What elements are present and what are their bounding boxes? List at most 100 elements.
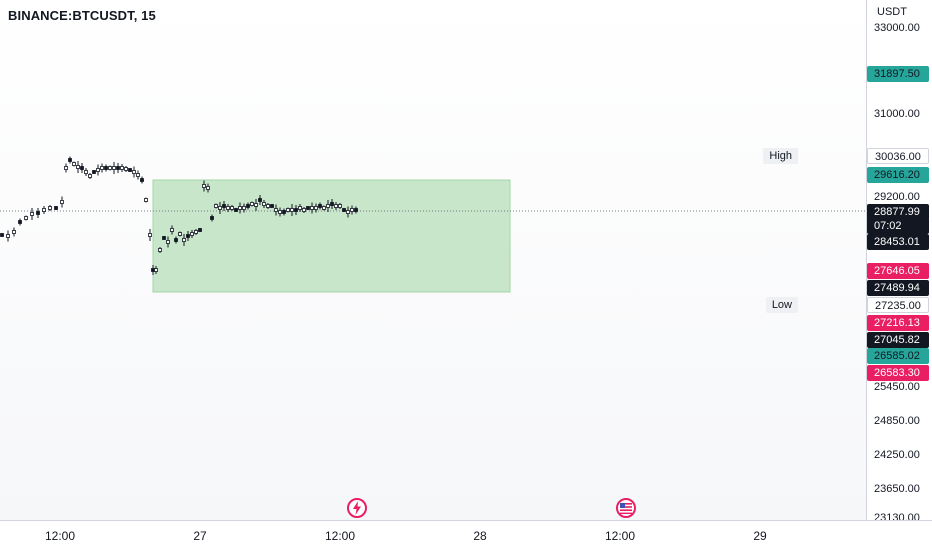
candle-body — [30, 212, 34, 216]
candle-body — [254, 203, 258, 207]
candle-body — [194, 230, 198, 234]
price-tick: 33000.00 — [874, 22, 920, 34]
candle-body — [154, 268, 158, 272]
candle-body — [334, 204, 338, 208]
candle-body — [76, 165, 80, 169]
price-range-box[interactable] — [152, 179, 511, 293]
candle-body — [128, 168, 132, 172]
price-tick: 25450.00 — [874, 381, 920, 393]
candle-body — [354, 208, 358, 212]
candle-body — [60, 200, 64, 204]
candle-body — [12, 230, 16, 234]
candle-body — [42, 208, 46, 212]
candle-body — [88, 174, 92, 178]
candle-body — [258, 198, 262, 202]
candle-body — [140, 178, 144, 182]
candle-body — [120, 166, 124, 170]
candle-body — [274, 208, 278, 212]
candle-body — [112, 166, 116, 170]
candle-body — [218, 206, 222, 210]
time-scale[interactable] — [0, 520, 932, 551]
price-tag-level[interactable]: 27045.82 — [867, 332, 929, 348]
price-scale[interactable] — [866, 0, 932, 520]
time-label: 12:00 — [44, 529, 76, 543]
candle-body — [162, 236, 166, 240]
candle-body — [158, 248, 162, 252]
lightning-icon[interactable] — [347, 498, 367, 518]
candle-body — [132, 170, 136, 174]
candle-body — [342, 208, 346, 212]
price-tag-level[interactable]: 28453.01 — [867, 234, 929, 250]
candles-group — [0, 156, 358, 275]
candle-body — [234, 208, 238, 212]
candle-body — [80, 166, 84, 170]
price-tag-alert[interactable]: 31897.50 — [867, 66, 929, 82]
price-tag-level[interactable]: 27489.94 — [867, 280, 929, 296]
us-flag-icon[interactable] — [616, 498, 636, 518]
chart-pane[interactable]: BINANCE:BTCUSDT, 15 High Low — [0, 0, 866, 520]
candle-body — [346, 210, 350, 214]
candle-body — [290, 208, 294, 212]
candle-body — [100, 166, 104, 170]
candle-body — [92, 170, 96, 174]
candle-body — [278, 210, 282, 214]
price-tick: 23650.00 — [874, 483, 920, 495]
candle-body — [166, 240, 170, 244]
candle-body — [0, 233, 4, 237]
candle-body — [54, 206, 58, 210]
price-tag-alert[interactable]: 27646.05 — [867, 263, 929, 279]
low-label: Low — [765, 297, 798, 313]
candle-body — [306, 206, 310, 210]
candle-body — [116, 166, 120, 170]
price-tag-high[interactable]: 30036.00 — [867, 148, 929, 164]
candle-body — [222, 204, 226, 208]
candle-body — [322, 206, 326, 210]
price-tag-alert[interactable]: 27216.13 — [867, 315, 929, 331]
price-tick: 31000.00 — [874, 108, 920, 120]
price-tag-low[interactable]: 27235.00 — [867, 297, 929, 313]
price-tag-alert[interactable]: 26583.30 — [867, 365, 929, 381]
price-tag-last[interactable]: 28877.99 — [867, 204, 929, 220]
candlestick-chart[interactable] — [0, 0, 866, 520]
candle-body — [170, 228, 174, 232]
candle-body — [326, 204, 330, 208]
candle-body — [18, 220, 22, 224]
candle-body — [246, 204, 250, 208]
candle-body — [250, 202, 254, 206]
price-tag-alert[interactable]: 29616.20 — [867, 167, 929, 183]
candle-body — [186, 234, 190, 238]
candle-body — [214, 204, 218, 208]
candle-body — [302, 208, 306, 212]
candle-body — [36, 211, 40, 215]
candle-body — [310, 206, 314, 210]
candle-body — [262, 202, 266, 206]
candle-body — [84, 170, 88, 174]
candle-body — [24, 216, 28, 220]
candle-body — [230, 206, 234, 210]
candle-body — [226, 206, 230, 210]
candle-body — [48, 206, 52, 210]
candle-body — [202, 184, 206, 188]
candle-body — [294, 208, 298, 212]
price-tick: 24250.00 — [874, 449, 920, 461]
symbol-title[interactable]: BINANCE:BTCUSDT, 15 — [8, 8, 156, 23]
price-tick: 24850.00 — [874, 415, 920, 427]
candle-body — [190, 232, 194, 236]
high-label: High — [763, 148, 798, 164]
candle-body — [198, 228, 202, 232]
candle-body — [151, 268, 155, 272]
time-label: 29 — [753, 529, 767, 543]
candle-body — [318, 204, 322, 208]
candle-body — [182, 238, 186, 242]
candle-body — [282, 210, 286, 214]
candle-body — [242, 206, 246, 210]
candle-body — [148, 233, 152, 237]
candle-body — [124, 167, 128, 171]
candle-body — [178, 232, 182, 236]
candle-body — [298, 206, 302, 210]
currency-label[interactable]: USDT — [877, 6, 907, 18]
candle-body — [72, 162, 76, 166]
candle-body — [64, 166, 68, 170]
price-tag-alert[interactable]: 26585.02 — [867, 348, 929, 364]
candle-body — [350, 208, 354, 212]
